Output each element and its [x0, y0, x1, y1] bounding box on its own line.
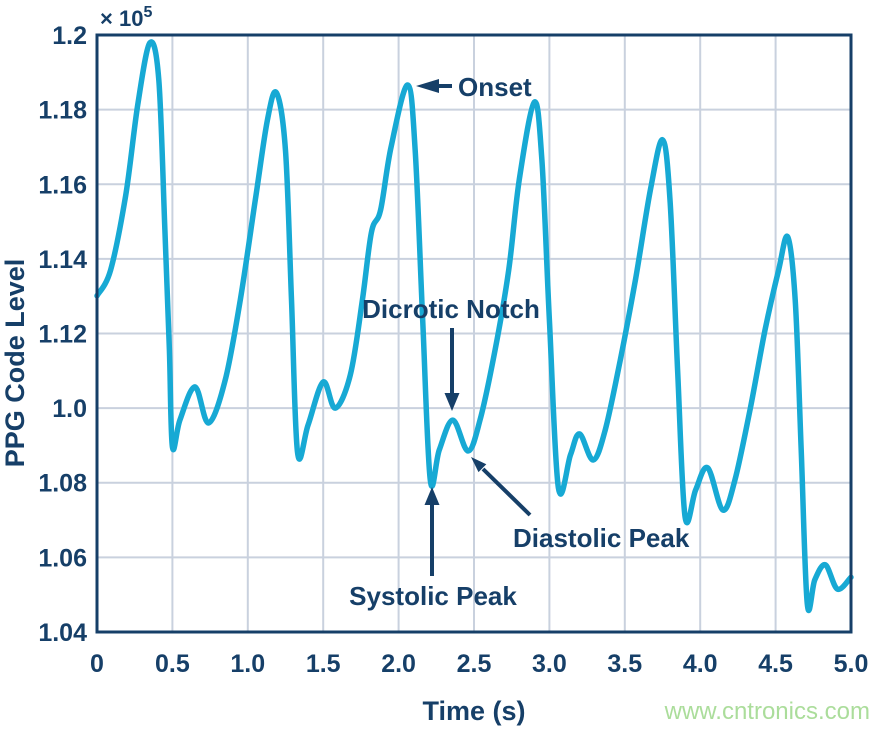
- annotation-onset: Onset: [416, 72, 532, 102]
- annotation-diastolic-peak: Diastolic Peak: [471, 457, 690, 553]
- y-tick-label: 1.08: [38, 470, 87, 498]
- dicrotic-notch-label: Dicrotic Notch: [362, 294, 540, 324]
- y-axis-title: PPG Code Level: [0, 259, 30, 468]
- x-tick-label: 3.5: [607, 650, 642, 678]
- y-tick-label: 1.16: [38, 171, 87, 199]
- y-tick-label: 1.18: [38, 97, 87, 125]
- annotation-systolic-peak: Systolic Peak: [349, 487, 517, 611]
- x-tick-label: 2.0: [381, 650, 416, 678]
- x-tick-label: 4.5: [758, 650, 793, 678]
- x-tick-label: 5.0: [834, 650, 869, 678]
- x-tick-label: 2.5: [457, 650, 492, 678]
- x-tick-label: 1.5: [306, 650, 341, 678]
- onset-arrow-head-icon: [416, 79, 439, 93]
- diastolic-peak-arrow-shaft: [481, 467, 532, 517]
- y-tick-label: 1.2: [52, 22, 87, 50]
- x-tick-labels: 0 0.5 1.0 1.5 2.0 2.5 3.0 3.5 4.0 4.5 5.0: [90, 650, 868, 678]
- systolic-peak-arrow-head-icon: [424, 487, 440, 505]
- y-tick-labels: 1.2 1.18 1.16 1.14 1.12 1.0 1.08 1.06 1.04: [38, 22, 87, 647]
- y-tick-label: 1.0: [52, 395, 87, 423]
- y-tick-label: 1.14: [38, 246, 87, 274]
- ppg-waveform: [94, 39, 854, 614]
- x-tick-label: 4.0: [683, 650, 718, 678]
- diastolic-peak-arrow-head-icon: [471, 457, 487, 473]
- y-tick-label: 1.04: [38, 619, 87, 647]
- y-axis-offset-text: × 105: [100, 4, 152, 31]
- x-tick-label: 3.0: [532, 650, 567, 678]
- x-tick-label: 0: [90, 650, 104, 678]
- y-tick-label: 1.06: [38, 544, 87, 572]
- onset-label: Onset: [458, 72, 532, 102]
- plot-border: [95, 33, 853, 634]
- systolic-peak-label: Systolic Peak: [349, 581, 517, 611]
- dicrotic-notch-arrow-head-icon: [444, 393, 460, 411]
- x-axis-title: Time (s): [422, 696, 525, 726]
- diastolic-peak-label: Diastolic Peak: [513, 523, 690, 553]
- x-tick-label: 1.0: [230, 650, 265, 678]
- watermark-text: www.cntronics.com: [664, 698, 870, 725]
- y-tick-label: 1.12: [38, 321, 87, 349]
- x-tick-label: 0.5: [155, 650, 190, 678]
- annotation-dicrotic-notch: Dicrotic Notch: [362, 294, 540, 411]
